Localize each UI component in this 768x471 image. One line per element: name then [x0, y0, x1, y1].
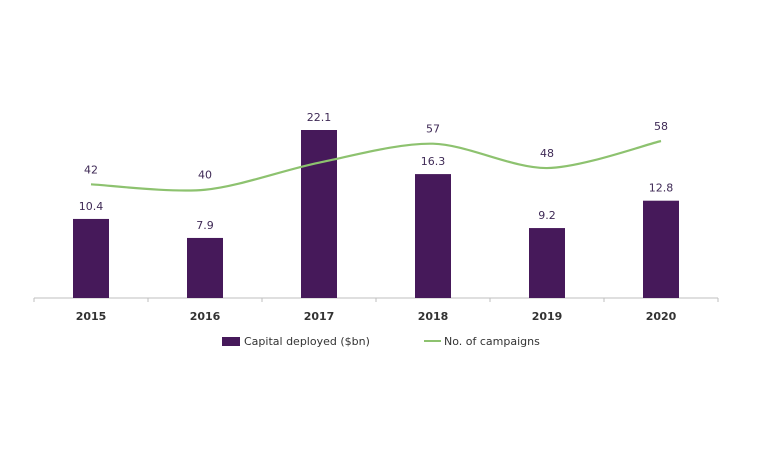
- bar-2018: [415, 174, 451, 298]
- bar-value-label-2020: 12.8: [649, 182, 674, 195]
- bar-value-label-2017: 22.1: [307, 111, 332, 124]
- bar-value-label-2015: 10.4: [79, 200, 104, 213]
- bar-2016: [187, 237, 223, 298]
- x-tick-label-2020: 2020: [646, 310, 677, 323]
- bar-2017: [301, 130, 337, 298]
- bar-2020: [643, 200, 679, 298]
- bar-value-label-2016: 7.9: [196, 219, 214, 232]
- line-value-label-2019: 48: [540, 147, 554, 160]
- bar-2015: [73, 218, 109, 298]
- line-value-label-2016: 40: [198, 169, 212, 182]
- x-axis-ticks: [33, 298, 719, 302]
- bar-value-label-2018: 16.3: [421, 155, 446, 168]
- legend-bar-swatch: [222, 337, 240, 346]
- legend: Capital deployed ($bn) No. of campaigns: [222, 335, 540, 348]
- x-tick-labels: 2015 2016 2017 2018 2019 2020: [76, 310, 677, 323]
- x-tick-label-2017: 2017: [304, 310, 335, 323]
- bar-2019: [529, 228, 565, 298]
- legend-line-label: No. of campaigns: [444, 335, 540, 348]
- x-tick-label-2018: 2018: [418, 310, 449, 323]
- line-value-label-2015: 42: [84, 163, 98, 176]
- line-series: [90, 139, 662, 192]
- data-labels: 10.4 42 7.9 40 22.1 16.3 57 9.2 48 12.8 58: [79, 111, 674, 232]
- line-value-label-2018: 57: [426, 123, 440, 136]
- legend-bar-label: Capital deployed ($bn): [244, 335, 370, 348]
- bar-series: [73, 130, 679, 298]
- x-tick-label-2019: 2019: [532, 310, 563, 323]
- campaigns-line: [90, 139, 662, 192]
- x-tick-label-2016: 2016: [190, 310, 221, 323]
- bar-value-label-2019: 9.2: [538, 209, 556, 222]
- x-tick-label-2015: 2015: [76, 310, 107, 323]
- line-value-label-2020: 58: [654, 120, 668, 133]
